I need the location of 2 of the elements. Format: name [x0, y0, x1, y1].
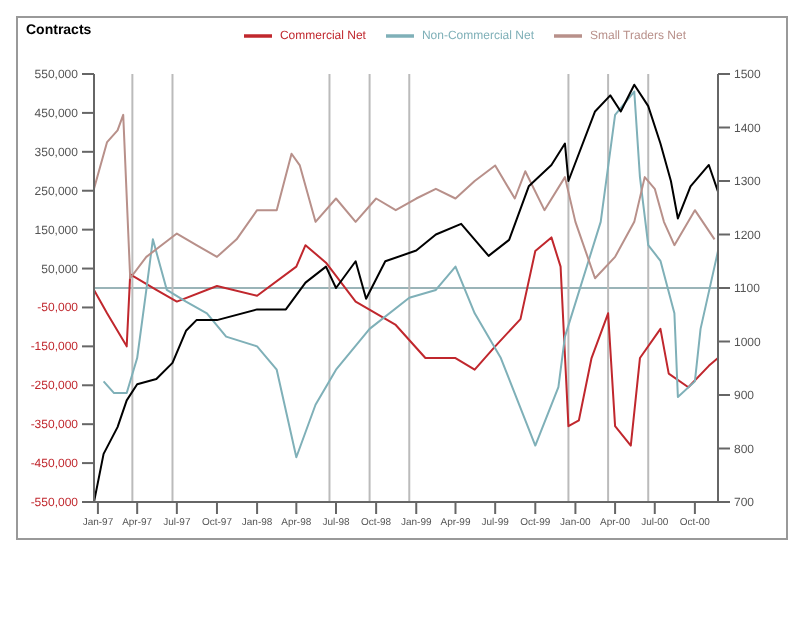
line-series — [94, 236, 718, 447]
line-series — [94, 113, 716, 280]
